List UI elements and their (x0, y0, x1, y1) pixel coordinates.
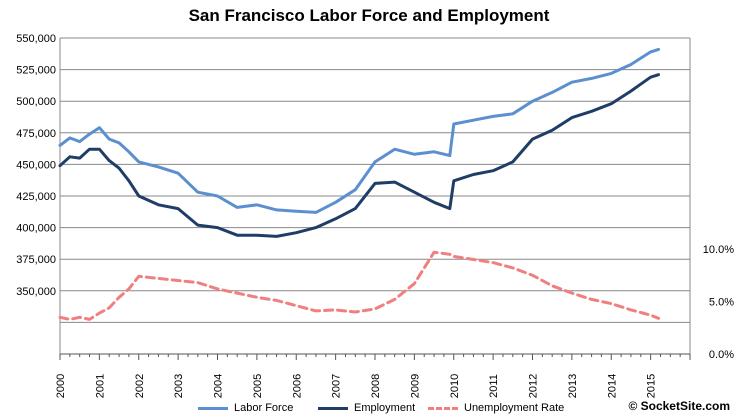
right-axis: 10.0% 5.0% 0.0% (689, 38, 734, 361)
labor-force-line (58, 47, 660, 214)
x-tick-label: 2005 (252, 374, 264, 398)
gridlines (60, 37, 690, 355)
unemployment-rate-label: Unemployment Rate (464, 402, 565, 414)
left-axis: 550,000 525,000 500,000 475,000 450,000 425,0… (16, 33, 61, 354)
x-tick-label: 2012 (528, 374, 540, 398)
chart-title: San Francisco Labor Force and Employment (188, 6, 550, 25)
right-tick-label: 5.0% (709, 297, 734, 309)
left-tick-label: 350,000 (16, 286, 56, 298)
x-tick-label: 2010 (449, 374, 461, 398)
unemployment-rate-line (58, 250, 660, 321)
x-tick-label: 2015 (646, 374, 658, 398)
watermark: © SocketSite.com (628, 399, 730, 413)
left-tick-label: 550,000 (16, 33, 56, 45)
employment-line (58, 73, 660, 238)
left-tick-label: 425,000 (16, 191, 56, 203)
legend-item-unemployment-rate: Unemployment Rate (428, 399, 564, 417)
left-tick-label: 475,000 (16, 128, 56, 140)
left-tick-label: 375,000 (16, 254, 56, 266)
labor-force-swatch (198, 406, 228, 410)
labor-force-label: Labor Force (234, 402, 294, 414)
x-tick-label: 2001 (94, 374, 106, 398)
x-tick-label: 2003 (173, 374, 185, 398)
left-tick-label: 400,000 (16, 223, 56, 235)
left-tick-label: 450,000 (16, 159, 56, 171)
x-tick-label: 2007 (331, 374, 343, 398)
x-tick-label: 2000 (55, 374, 67, 398)
left-tick-label: 500,000 (16, 96, 56, 108)
x-tick-label: 2008 (370, 374, 382, 398)
left-tick-label: 525,000 (16, 65, 56, 77)
series-lines (58, 47, 660, 321)
unemployment-rate-swatch (428, 406, 458, 410)
x-tick-label: 2014 (606, 374, 618, 398)
legend-item-labor-force: Labor Force (198, 399, 293, 417)
legend-item-employment: Employment (318, 399, 415, 417)
employment-swatch (318, 406, 348, 410)
x-tick-label: 2006 (291, 374, 303, 398)
x-tick-label: 2011 (488, 374, 500, 398)
x-tick-label: 2009 (409, 374, 421, 398)
employment-label: Employment (354, 402, 416, 414)
x-tick-label: 2004 (213, 374, 225, 398)
x-tick-label: 2013 (567, 374, 579, 398)
right-tick-label: 10.0% (703, 244, 734, 256)
right-tick-label: 0.0% (709, 349, 734, 361)
x-tick-label: 2002 (134, 374, 146, 398)
x-axis: 2000 2001 2002 2003 2004 2005 2006 2007 2008 2009… (55, 353, 691, 398)
